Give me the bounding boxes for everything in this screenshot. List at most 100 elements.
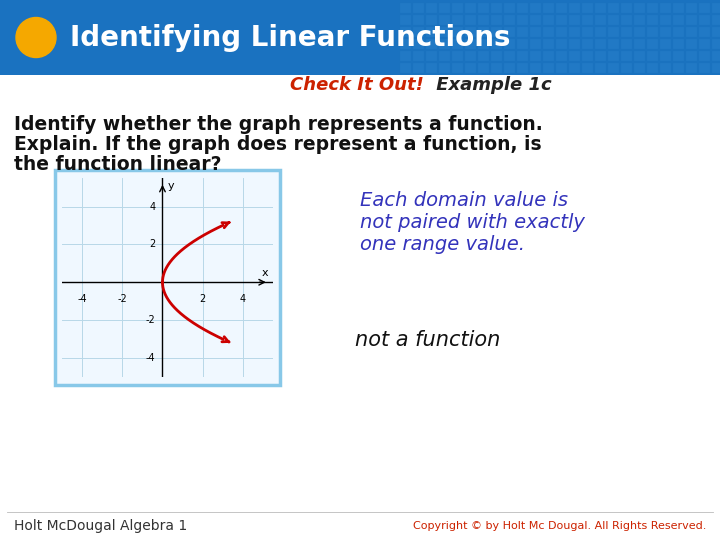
FancyBboxPatch shape <box>699 27 710 37</box>
FancyBboxPatch shape <box>504 63 515 73</box>
FancyBboxPatch shape <box>569 27 580 37</box>
FancyBboxPatch shape <box>595 39 606 49</box>
FancyBboxPatch shape <box>491 63 502 73</box>
FancyBboxPatch shape <box>647 63 658 73</box>
FancyBboxPatch shape <box>465 51 476 61</box>
FancyBboxPatch shape <box>491 51 502 61</box>
FancyBboxPatch shape <box>660 15 671 25</box>
FancyBboxPatch shape <box>517 3 528 13</box>
FancyBboxPatch shape <box>517 63 528 73</box>
FancyBboxPatch shape <box>608 15 619 25</box>
FancyBboxPatch shape <box>595 27 606 37</box>
FancyBboxPatch shape <box>582 63 593 73</box>
FancyBboxPatch shape <box>712 3 720 13</box>
FancyBboxPatch shape <box>712 15 720 25</box>
FancyBboxPatch shape <box>400 39 411 49</box>
FancyBboxPatch shape <box>647 27 658 37</box>
FancyBboxPatch shape <box>608 3 619 13</box>
FancyBboxPatch shape <box>452 27 463 37</box>
FancyBboxPatch shape <box>660 27 671 37</box>
FancyBboxPatch shape <box>634 3 645 13</box>
Text: -4: -4 <box>146 353 156 363</box>
FancyBboxPatch shape <box>491 27 502 37</box>
FancyBboxPatch shape <box>660 39 671 49</box>
FancyBboxPatch shape <box>621 15 632 25</box>
Text: Each domain value is: Each domain value is <box>360 191 568 210</box>
FancyBboxPatch shape <box>504 39 515 49</box>
FancyBboxPatch shape <box>452 39 463 49</box>
FancyBboxPatch shape <box>400 27 411 37</box>
FancyBboxPatch shape <box>530 63 541 73</box>
FancyBboxPatch shape <box>699 15 710 25</box>
FancyBboxPatch shape <box>504 3 515 13</box>
FancyBboxPatch shape <box>543 15 554 25</box>
FancyBboxPatch shape <box>634 39 645 49</box>
FancyBboxPatch shape <box>582 15 593 25</box>
Text: not paired with exactly: not paired with exactly <box>360 213 585 232</box>
FancyBboxPatch shape <box>55 170 280 385</box>
FancyBboxPatch shape <box>400 51 411 61</box>
FancyBboxPatch shape <box>465 15 476 25</box>
Text: the function linear?: the function linear? <box>14 156 222 174</box>
FancyBboxPatch shape <box>504 15 515 25</box>
FancyBboxPatch shape <box>426 27 437 37</box>
FancyBboxPatch shape <box>673 63 684 73</box>
FancyBboxPatch shape <box>569 15 580 25</box>
FancyBboxPatch shape <box>673 51 684 61</box>
FancyBboxPatch shape <box>582 27 593 37</box>
FancyBboxPatch shape <box>621 39 632 49</box>
Text: 4: 4 <box>149 201 156 212</box>
FancyBboxPatch shape <box>699 63 710 73</box>
FancyBboxPatch shape <box>530 3 541 13</box>
FancyBboxPatch shape <box>673 27 684 37</box>
FancyBboxPatch shape <box>686 51 697 61</box>
FancyBboxPatch shape <box>452 3 463 13</box>
FancyBboxPatch shape <box>556 15 567 25</box>
FancyBboxPatch shape <box>556 39 567 49</box>
FancyBboxPatch shape <box>569 63 580 73</box>
FancyBboxPatch shape <box>452 15 463 25</box>
FancyBboxPatch shape <box>439 27 450 37</box>
FancyBboxPatch shape <box>582 3 593 13</box>
FancyBboxPatch shape <box>673 3 684 13</box>
FancyBboxPatch shape <box>595 63 606 73</box>
FancyBboxPatch shape <box>595 51 606 61</box>
FancyBboxPatch shape <box>621 27 632 37</box>
FancyBboxPatch shape <box>413 51 424 61</box>
FancyBboxPatch shape <box>426 15 437 25</box>
FancyBboxPatch shape <box>634 27 645 37</box>
FancyBboxPatch shape <box>543 51 554 61</box>
FancyBboxPatch shape <box>478 63 489 73</box>
FancyBboxPatch shape <box>452 51 463 61</box>
FancyBboxPatch shape <box>569 39 580 49</box>
FancyBboxPatch shape <box>673 15 684 25</box>
FancyBboxPatch shape <box>608 51 619 61</box>
FancyBboxPatch shape <box>413 39 424 49</box>
FancyBboxPatch shape <box>400 15 411 25</box>
FancyBboxPatch shape <box>660 3 671 13</box>
FancyBboxPatch shape <box>712 51 720 61</box>
FancyBboxPatch shape <box>439 15 450 25</box>
Text: -2: -2 <box>117 294 127 303</box>
FancyBboxPatch shape <box>517 27 528 37</box>
FancyBboxPatch shape <box>543 63 554 73</box>
FancyBboxPatch shape <box>478 27 489 37</box>
FancyBboxPatch shape <box>634 15 645 25</box>
FancyBboxPatch shape <box>582 39 593 49</box>
Text: Check It Out!: Check It Out! <box>290 76 424 94</box>
FancyBboxPatch shape <box>504 27 515 37</box>
FancyBboxPatch shape <box>478 3 489 13</box>
Text: 4: 4 <box>240 294 246 303</box>
Text: 2: 2 <box>149 239 156 249</box>
Text: not a function: not a function <box>355 330 500 350</box>
FancyBboxPatch shape <box>465 27 476 37</box>
FancyBboxPatch shape <box>517 51 528 61</box>
FancyBboxPatch shape <box>478 51 489 61</box>
FancyBboxPatch shape <box>413 27 424 37</box>
FancyBboxPatch shape <box>543 3 554 13</box>
FancyBboxPatch shape <box>673 39 684 49</box>
FancyBboxPatch shape <box>660 51 671 61</box>
FancyBboxPatch shape <box>712 63 720 73</box>
FancyBboxPatch shape <box>686 39 697 49</box>
FancyBboxPatch shape <box>426 39 437 49</box>
